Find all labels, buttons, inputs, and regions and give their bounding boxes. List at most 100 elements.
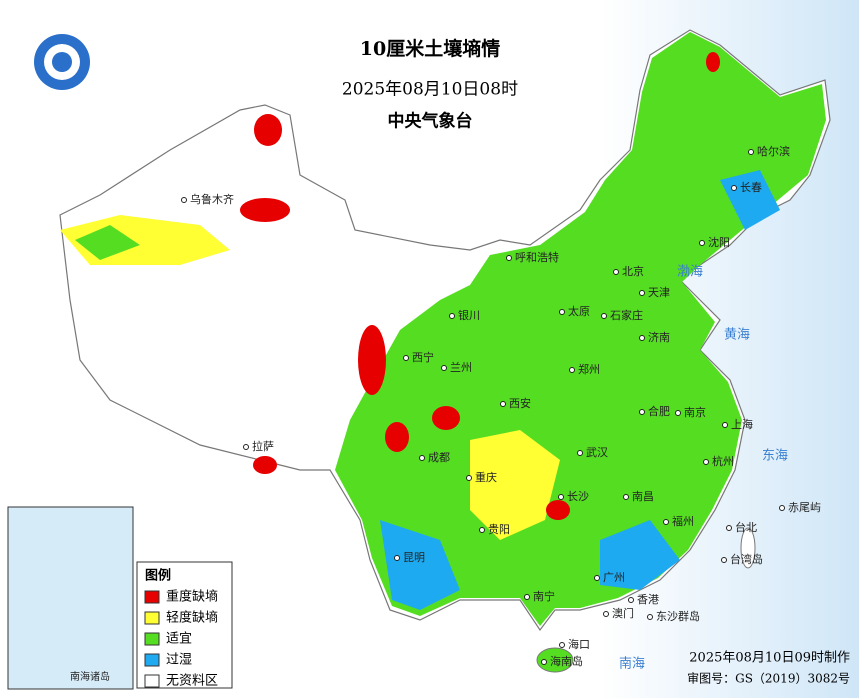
map-time: 2025年08月10日08时 bbox=[342, 80, 518, 100]
city-label: 西安 bbox=[509, 396, 531, 410]
inset-label: 南海诸岛 bbox=[70, 670, 110, 683]
city-label: 香港 bbox=[637, 593, 659, 606]
city-label: 海口 bbox=[568, 637, 590, 651]
legend-swatch bbox=[144, 590, 160, 604]
city-dot bbox=[479, 527, 485, 533]
sea-label: 南海 bbox=[619, 656, 645, 672]
city-label: 澳门 bbox=[612, 606, 634, 620]
legend-label: 轻度缺墒 bbox=[166, 610, 218, 626]
wet-region bbox=[720, 170, 780, 230]
legend-label: 重度缺墒 bbox=[166, 589, 218, 605]
city-dot bbox=[403, 355, 409, 361]
city-label: 台湾岛 bbox=[730, 552, 763, 566]
city-dot bbox=[577, 450, 583, 456]
inset-frame bbox=[7, 506, 134, 690]
city-label: 西宁 bbox=[412, 350, 434, 364]
city-label: 赤尾屿 bbox=[788, 501, 821, 514]
city-label: 东沙群岛 bbox=[656, 609, 700, 623]
map-title: 10厘米土壤墒情 bbox=[360, 37, 500, 60]
legend-swatch bbox=[144, 653, 160, 667]
legend-swatch bbox=[144, 632, 160, 646]
city-label: 合肥 bbox=[648, 404, 670, 418]
city-dot bbox=[603, 611, 609, 617]
logo bbox=[52, 52, 72, 72]
city-label: 南宁 bbox=[533, 589, 555, 603]
wet-region bbox=[380, 520, 460, 610]
city-label: 南京 bbox=[684, 405, 706, 419]
city-dot bbox=[601, 313, 607, 319]
map-agency: 中央气象台 bbox=[388, 111, 473, 132]
city-label: 成都 bbox=[428, 451, 450, 464]
city-dot bbox=[558, 494, 564, 500]
city-label: 北京 bbox=[622, 264, 644, 278]
legend-swatch bbox=[144, 611, 160, 625]
severe-dry bbox=[546, 500, 570, 520]
city-dot bbox=[559, 309, 565, 315]
city-label: 重庆 bbox=[475, 470, 497, 484]
city-dot bbox=[394, 555, 400, 561]
city-dot bbox=[748, 149, 754, 155]
city-dot bbox=[569, 367, 575, 373]
suitable-region bbox=[75, 225, 140, 260]
footer-made: 2025年08月10日09时制作 bbox=[689, 651, 850, 666]
city-dot bbox=[419, 455, 425, 461]
city-dot bbox=[726, 525, 732, 531]
sea-label: 渤海 bbox=[677, 264, 703, 280]
city-label: 沈阳 bbox=[708, 235, 730, 249]
city-label: 银川 bbox=[458, 308, 480, 322]
severe-dry bbox=[254, 114, 282, 146]
city-label: 石家庄 bbox=[610, 308, 643, 322]
city-dot bbox=[675, 410, 681, 416]
city-dot bbox=[559, 642, 565, 648]
city-label: 济南 bbox=[648, 330, 670, 344]
footer-approval: 审图号：GS（2019）3082号 bbox=[687, 671, 850, 686]
city-label: 海南岛 bbox=[550, 654, 583, 668]
city-dot bbox=[722, 422, 728, 428]
city-label: 郑州 bbox=[578, 362, 600, 376]
city-dot bbox=[181, 197, 187, 203]
sea-label: 东海 bbox=[762, 449, 788, 464]
city-dot bbox=[506, 255, 512, 261]
legend-frame bbox=[136, 561, 233, 689]
city-dot bbox=[628, 597, 634, 603]
city-dot bbox=[449, 313, 455, 319]
city-dot bbox=[639, 335, 645, 341]
wet-region bbox=[600, 520, 680, 590]
city-dot bbox=[243, 444, 249, 450]
city-label: 杭州 bbox=[712, 454, 734, 468]
city-label: 上海 bbox=[731, 417, 753, 431]
city-dot bbox=[703, 459, 709, 465]
city-label: 长春 bbox=[740, 181, 762, 194]
city-label: 昆明 bbox=[403, 551, 425, 564]
legend-label: 无资料区 bbox=[166, 674, 218, 689]
city-dot bbox=[466, 475, 472, 481]
severe-dry bbox=[240, 198, 290, 222]
dry-region bbox=[470, 430, 560, 540]
city-dot bbox=[647, 614, 653, 620]
city-label: 福州 bbox=[672, 514, 694, 528]
city-label: 贵阳 bbox=[488, 523, 510, 536]
severe-dry bbox=[358, 325, 386, 395]
city-dot bbox=[639, 409, 645, 415]
city-label: 天津 bbox=[648, 286, 670, 299]
severe-dry bbox=[385, 422, 409, 452]
city-dot bbox=[613, 269, 619, 275]
city-dot bbox=[721, 557, 727, 563]
legend-title: 图例 bbox=[145, 568, 171, 584]
severe-dry bbox=[432, 406, 460, 430]
city-label: 台北 bbox=[735, 520, 757, 534]
city-dot bbox=[779, 505, 785, 511]
city-label: 广州 bbox=[603, 571, 625, 584]
suitable-region bbox=[335, 32, 826, 626]
city-label: 呼和浩特 bbox=[515, 250, 559, 264]
city-dot bbox=[594, 575, 600, 581]
legend-label: 过湿 bbox=[166, 653, 192, 668]
city-dot bbox=[441, 365, 447, 371]
city-dot bbox=[524, 594, 530, 600]
city-dot bbox=[500, 401, 506, 407]
severe-dry bbox=[253, 456, 277, 474]
city-dot bbox=[699, 240, 705, 246]
city-label: 南昌 bbox=[632, 490, 654, 503]
city-label: 乌鲁木齐 bbox=[190, 192, 234, 206]
